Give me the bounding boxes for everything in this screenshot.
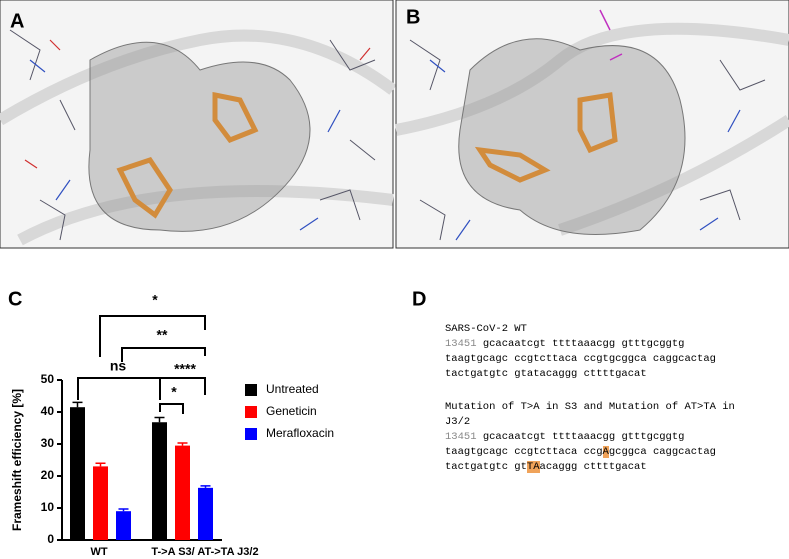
y-tick-label: 50 [41,372,55,386]
sequence-block: SARS-CoV-2 WT 13451 gcacaatcgt ttttaaacgg… [445,322,760,382]
sequence-text: taagtgcagc ccgtcttaca ccg [445,446,603,458]
significance-label: ** [157,327,168,343]
panel-label: B [406,6,420,28]
panel-label: C [8,288,22,310]
significance-bracket [159,377,206,400]
sequence-block: Mutation of T>A in S3 and Mutation of AT… [445,400,760,475]
y-tick-label: 30 [41,436,55,450]
bar [93,466,108,540]
significance-label: **** [174,361,196,377]
error-bar [72,401,83,408]
sequence-text: gcggca caggcactag [608,446,716,458]
significance-label: * [152,292,158,308]
sequence-line: 13451 gcacaatcgt ttttaaacgg gtttgcggtg [445,337,760,352]
legend-label: Merafloxacin [266,426,334,440]
bar [175,445,190,540]
error-bar [177,442,188,446]
significance-label: * [171,384,177,400]
sequence-start: 13451 [445,338,477,350]
sequence-title: Mutation of T>A in S3 and Mutation of AT… [445,401,735,428]
sequence-text: taagtgcagc ccgtcttaca ccgtgcggca caggcac… [445,353,716,365]
sequence-line: tactgatgtc gtatacaggg cttttgacat [445,367,760,382]
sequence-line: taagtgcagc ccgtcttaca ccgtgcggca caggcac… [445,352,760,367]
y-axis-label: Frameshift efficiency [%] [10,389,24,531]
legend-label: Untreated [266,382,319,396]
sequence-panel: SARS-CoV-2 WT 13451 gcacaatcgt ttttaaacgg… [445,322,760,493]
sequence-text: tactgatgtc gt [445,461,527,473]
bar [152,422,167,540]
y-tick-label: 0 [47,532,54,546]
error-bar [118,508,129,512]
y-tick-label: 40 [41,404,55,418]
legend-swatch [245,428,257,440]
significance-bracket [99,315,206,357]
legend-swatch [245,384,257,396]
sequence-title: SARS-CoV-2 WT [445,323,527,335]
significance-bracket [121,347,206,362]
sequence-text: acaggg cttttgacat [539,461,647,473]
mutation-highlight: A [602,446,609,458]
mutation-highlight: TA [526,461,540,473]
structure-image-a [0,0,397,249]
panel-label: D [412,288,426,310]
sequence-text: gcacaatcgt ttttaaacgg gtttgcggtg [482,431,685,443]
y-tick-label: 20 [41,468,55,482]
bar [70,407,85,540]
sequence-start: 13451 [445,431,477,443]
structure-image-b [394,0,789,249]
x-tick-label: WT [90,546,107,558]
legend-swatch [245,406,257,418]
x-tick-label: T->A S3/ AT->TA J3/2 [151,546,258,558]
error-bar [200,485,211,488]
bar [198,487,213,540]
sequence-text: gcacaatcgt ttttaaacgg gtttgcggtg [482,338,685,350]
bar [116,511,131,540]
sequence-line: taagtgcagc ccgtcttaca ccgAgcggca caggcac… [445,445,760,460]
significance-bracket [77,377,161,400]
sequence-text: tactgatgtc gtatacaggg cttttgacat [445,368,647,380]
significance-label: ns [110,358,127,374]
error-bar [154,416,165,423]
legend-label: Geneticin [266,404,317,418]
sequence-line: 13451 gcacaatcgt ttttaaacgg gtttgcggtg [445,430,760,445]
significance-bracket [159,403,184,414]
y-tick-label: 10 [41,500,55,514]
error-bar [95,462,106,467]
sequence-line: tactgatgtc gtTAacaggg cttttgacat [445,460,760,475]
panel-label: A [10,10,24,32]
